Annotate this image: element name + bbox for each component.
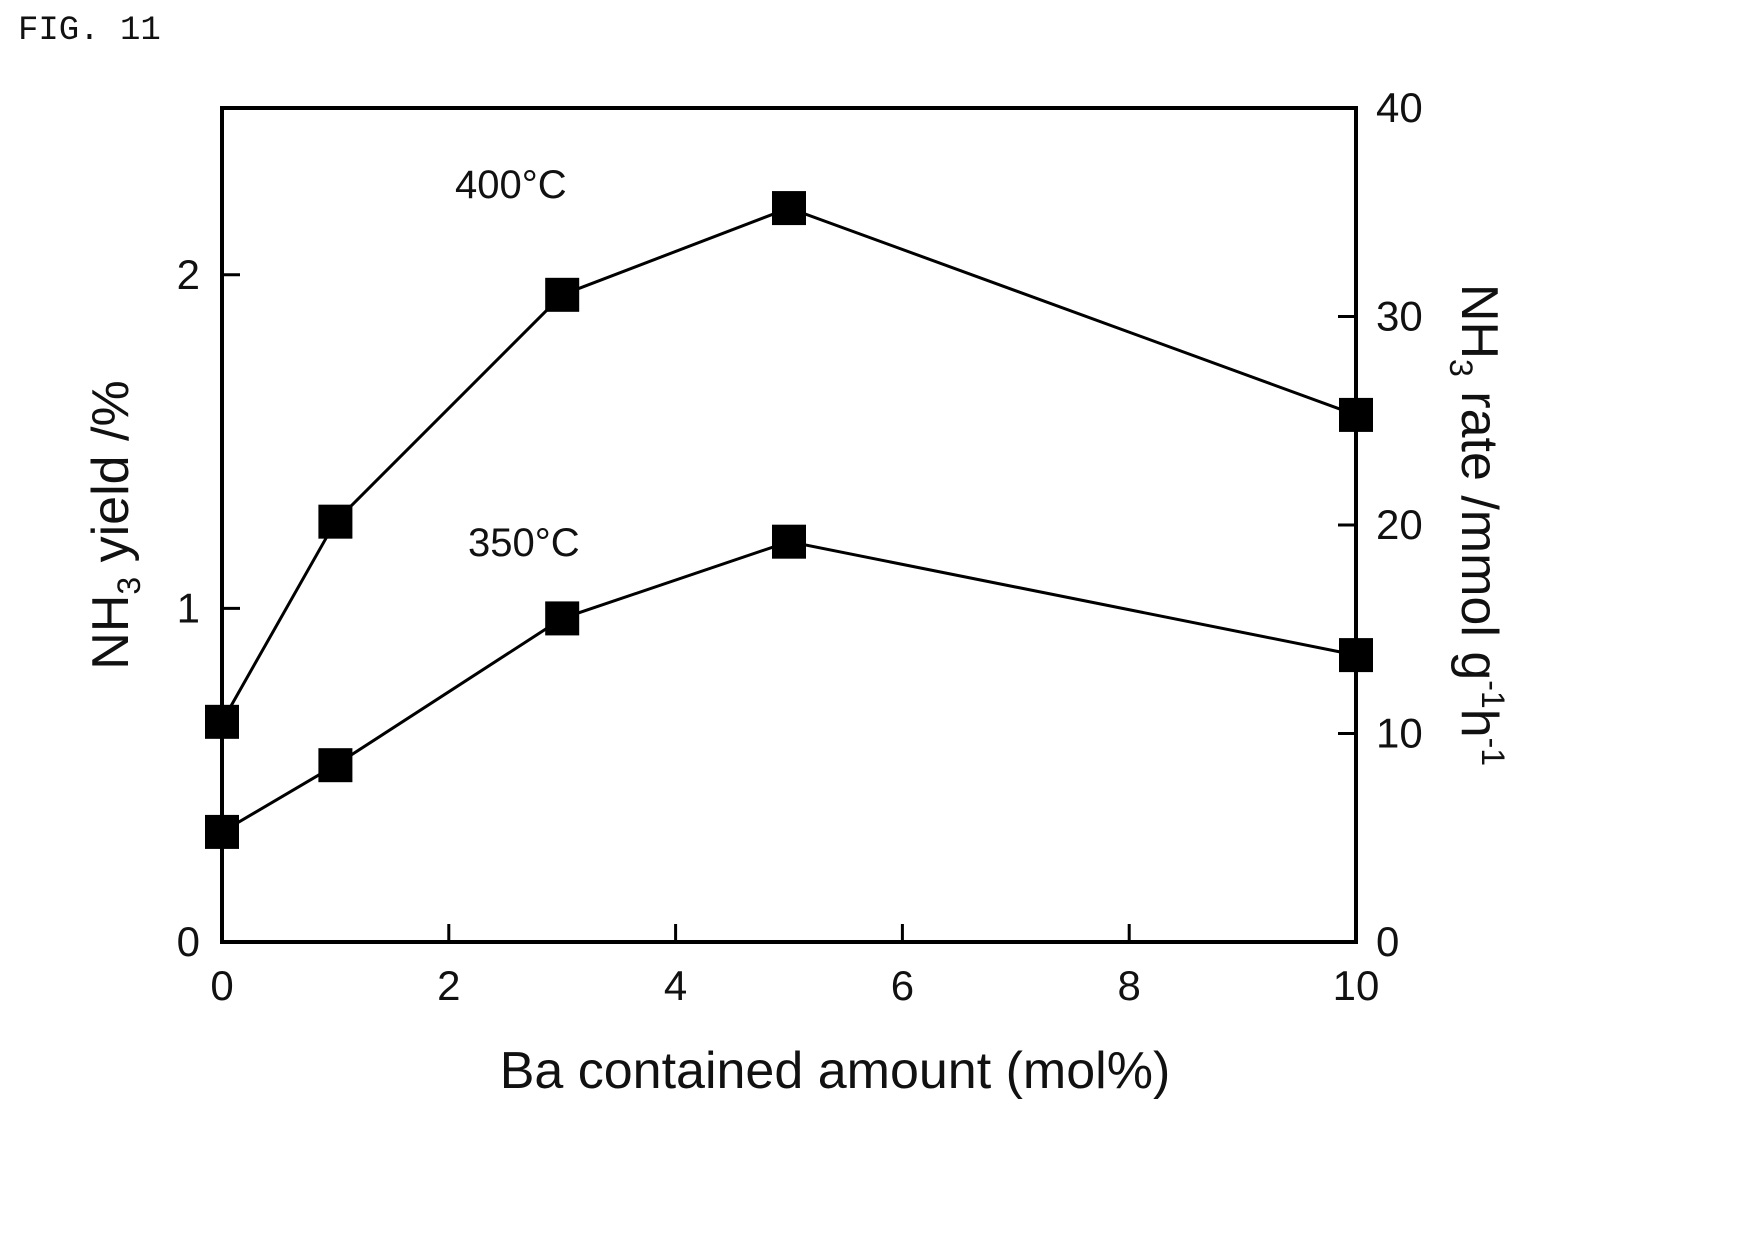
series-line-1: [221, 540, 1357, 834]
data-point-marker: [205, 814, 239, 849]
data-point-marker: [318, 748, 353, 783]
y-right-title-rest: rate /mmol g: [1450, 377, 1508, 680]
y-right-title-sup1: -1: [1475, 680, 1511, 708]
x-tick-label: 10: [1333, 962, 1380, 1009]
y-left-tick-label: 1: [177, 584, 200, 631]
y-left-title-sub: 3: [111, 577, 147, 595]
y-left-axis-title: NH3 yield /%: [82, 380, 147, 669]
x-tick-label: 0: [210, 962, 233, 1009]
y-right-tick-label: 0: [1376, 918, 1399, 965]
y-left-title-main: NH: [82, 595, 140, 670]
series-group: [205, 191, 1373, 849]
y-right-title-mid: h: [1450, 709, 1508, 738]
y-left-tick-label: 2: [177, 251, 200, 298]
y-right-tick-label: 40: [1376, 84, 1423, 131]
y-left-axis-ticks: 0 1 2: [177, 251, 240, 965]
x-axis-ticks: 0 2 4 6 8 10: [210, 924, 1379, 1009]
x-tick-label: 8: [1118, 962, 1141, 1009]
x-axis-title: Ba contained amount (mol%): [500, 1042, 1171, 1100]
data-point-marker: [772, 524, 806, 559]
annotation-350c: 350°C: [468, 521, 580, 565]
y-left-tick-label: 0: [177, 918, 200, 965]
data-point-marker: [1339, 397, 1373, 432]
x-tick-label: 4: [664, 962, 687, 1009]
series-line-0: [220, 206, 1357, 723]
y-right-tick-label: 30: [1376, 293, 1423, 340]
annotation-400c: 400°C: [455, 163, 567, 207]
figure-label: FIG. 11: [18, 12, 161, 50]
y-right-title-sup2: -1: [1475, 738, 1511, 766]
y-left-title-rest: yield /%: [82, 380, 140, 577]
data-point-marker: [205, 704, 239, 739]
data-point-marker: [545, 277, 580, 312]
y-right-tick-label: 10: [1376, 710, 1423, 757]
y-right-title-sub: 3: [1443, 359, 1479, 377]
y-right-title-main: NH: [1450, 284, 1508, 359]
data-point-marker: [318, 504, 353, 539]
data-point-marker: [1339, 638, 1373, 673]
x-tick-label: 6: [891, 962, 914, 1009]
x-tick-label: 2: [437, 962, 460, 1009]
y-right-axis-ticks: 0 10 20 30 40: [1338, 84, 1423, 965]
y-right-axis-title: NH3 rate /mmol g-1h-1: [1443, 284, 1511, 766]
data-point-marker: [772, 191, 806, 226]
y-right-tick-label: 20: [1376, 501, 1423, 548]
data-point-marker: [545, 601, 580, 636]
